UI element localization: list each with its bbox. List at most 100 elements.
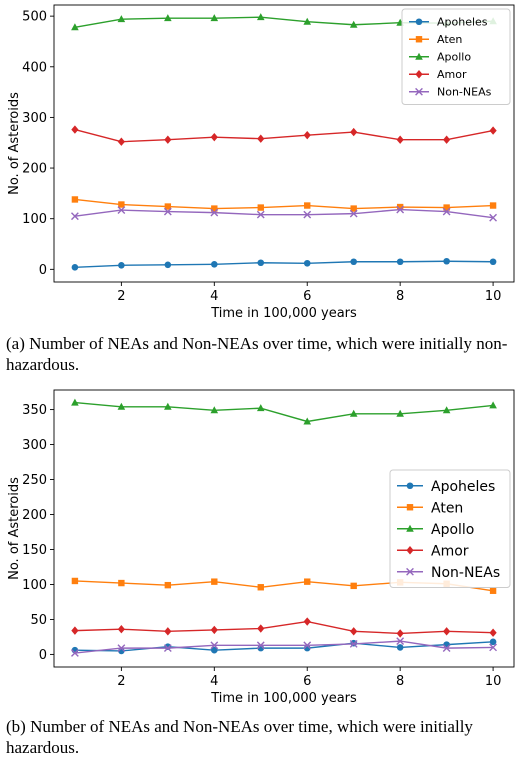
chart-b-legend-label-non-neas: Non-NEAs xyxy=(431,565,500,581)
chart-b-legend-box xyxy=(389,469,511,588)
chart-a-series-apoheles xyxy=(71,257,497,271)
chart-a-series-aten xyxy=(71,196,497,212)
chart-a-point-amor xyxy=(396,135,404,144)
chart-b-plot-frame xyxy=(53,389,515,668)
chart-a-point-amor xyxy=(489,126,497,135)
chart-b-point-non-neas xyxy=(396,637,405,646)
chart-a-point-amor xyxy=(71,125,79,134)
chart-b-legend-marker-apollo xyxy=(406,524,414,532)
chart-a-point-amor xyxy=(350,127,358,137)
chart-a-legend: Apoheles Aten Apollo Amor Non-NEAs xyxy=(401,8,511,105)
chart-b-x-tick-label: 4 xyxy=(210,674,218,689)
chart-a: 2 4 6 8 10 0 100 200 300 400 500 Time in 100,000 ye… xyxy=(0,0,520,320)
chart-b-point-amor xyxy=(71,626,79,635)
chart-a-point-aten xyxy=(211,205,218,212)
chart-a-x-tick-label: 8 xyxy=(396,289,404,304)
chart-a-point-apoheles xyxy=(211,260,218,268)
chart-b-y-tick-label: 100 xyxy=(22,578,47,593)
chart-b: 2 4 6 8 10 0 50 100 150 200 250 300 350 Time in 100,0… xyxy=(0,385,520,705)
chart-a-x-axis-label: Time in 100,000 years xyxy=(210,306,357,320)
chart-a-point-apoheles xyxy=(71,264,79,271)
chart-a-point-non-neas xyxy=(442,207,451,216)
chart-b-x-tick-label: 6 xyxy=(303,674,311,689)
chart-a-legend-marker-apollo xyxy=(415,52,423,60)
chart-b-point-non-neas xyxy=(349,640,358,648)
chart-b-y-axis-label: No. of Asteroids xyxy=(7,477,22,580)
chart-a-point-non-neas xyxy=(256,210,265,219)
chart-a-x-tick-label: 4 xyxy=(210,289,218,304)
chart-a-y-tick-label: 300 xyxy=(22,111,47,126)
chart-b-point-non-neas xyxy=(210,641,219,650)
chart-a-y-tick-label: 400 xyxy=(22,60,47,75)
chart-b-x-tick-label: 8 xyxy=(396,674,404,689)
chart-b-series-line-amor xyxy=(74,620,494,635)
caption-b: (b) Number of NEAs and Non-NEAs over tim… xyxy=(6,717,473,757)
chart-b-series-line-apollo xyxy=(74,401,494,423)
chart-a-point-apoheles xyxy=(350,258,357,266)
chart-a-point-non-neas xyxy=(210,208,219,217)
chart-b-series-apollo xyxy=(71,398,497,425)
chart-a-point-non-neas xyxy=(489,213,497,222)
chart-b-point-aten xyxy=(257,584,264,591)
chart-b-legend-label-apoheles: Apoheles xyxy=(431,479,495,495)
chart-b-x-tick-label: 10 xyxy=(485,674,502,689)
chart-a-point-apoheles xyxy=(303,259,311,267)
chart-b-y-tick-label: 150 xyxy=(22,543,47,558)
chart-a-point-non-neas xyxy=(163,207,172,216)
chart-a-point-non-neas xyxy=(117,206,126,214)
chart-a-point-apollo xyxy=(117,15,126,23)
chart-a-point-apoheles xyxy=(257,259,265,267)
chart-a-series-line-non-neas xyxy=(74,208,494,219)
chart-b-point-apollo xyxy=(117,402,126,410)
chart-b-point-non-neas xyxy=(489,643,497,652)
chart-b-y-tick-label: 50 xyxy=(30,613,47,628)
chart-b-point-aten xyxy=(489,587,497,594)
chart-b-point-non-neas xyxy=(303,641,312,650)
chart-a-series-line-amor xyxy=(74,128,494,143)
chart-a-x-tick-label: 6 xyxy=(303,289,311,304)
chart-b-point-amor xyxy=(210,625,218,635)
chart-b-y-tick-label: 250 xyxy=(22,473,47,488)
chart-b-legend-marker-apoheles xyxy=(406,482,414,490)
chart-a-legend-label-apollo: Apollo xyxy=(437,51,471,64)
chart-b-point-amor xyxy=(443,627,451,636)
chart-b-legend-label-amor: Amor xyxy=(431,543,469,559)
chart-b-point-non-neas xyxy=(442,644,451,653)
chart-a-point-apoheles xyxy=(118,261,125,269)
chart-b-point-aten xyxy=(164,581,172,589)
chart-b-point-non-neas xyxy=(117,644,126,653)
chart-b-point-apoheles xyxy=(443,641,450,648)
chart-a-legend-box xyxy=(401,8,511,105)
chart-a-point-amor xyxy=(303,130,311,140)
chart-a-point-aten xyxy=(304,202,311,209)
chart-a-plot-frame xyxy=(53,4,515,283)
chart-b-point-amor xyxy=(117,625,125,634)
chart-a-series-line-aten xyxy=(74,198,494,210)
chart-a-point-amor xyxy=(443,135,451,144)
chart-a-point-non-neas xyxy=(71,212,79,221)
chart-a-series-line-apoheles xyxy=(74,260,494,269)
chart-a-point-apollo xyxy=(164,14,172,22)
chart-a-y-tick-label: 500 xyxy=(22,10,47,25)
chart-a-point-apollo xyxy=(303,17,312,25)
chart-a-series-amor xyxy=(71,125,497,146)
chart-b-point-apollo xyxy=(396,409,404,417)
chart-b-point-amor xyxy=(164,627,172,636)
chart-b-point-apollo xyxy=(442,406,451,414)
chart-b-legend-marker-amor xyxy=(406,546,414,555)
chart-a-legend-marker-non-neas xyxy=(415,87,423,96)
chart-b-point-apollo xyxy=(256,404,265,412)
chart-b-legend-label-aten: Aten xyxy=(431,500,463,516)
chart-b-series-amor xyxy=(71,617,497,638)
chart-a-point-amor xyxy=(164,135,172,144)
chart-b-legend: Apoheles Aten Apollo Amor Non-NEAs xyxy=(389,469,511,588)
chart-a-point-apoheles xyxy=(164,261,172,269)
chart-b-point-aten xyxy=(118,579,125,587)
chart-a-point-amor xyxy=(210,132,218,142)
chart-b-point-aten xyxy=(304,578,311,585)
chart-b-point-aten xyxy=(71,577,79,585)
chart-b-point-non-neas xyxy=(71,649,79,657)
chart-b-point-apoheles xyxy=(489,638,497,646)
chart-a-point-non-neas xyxy=(396,205,405,214)
